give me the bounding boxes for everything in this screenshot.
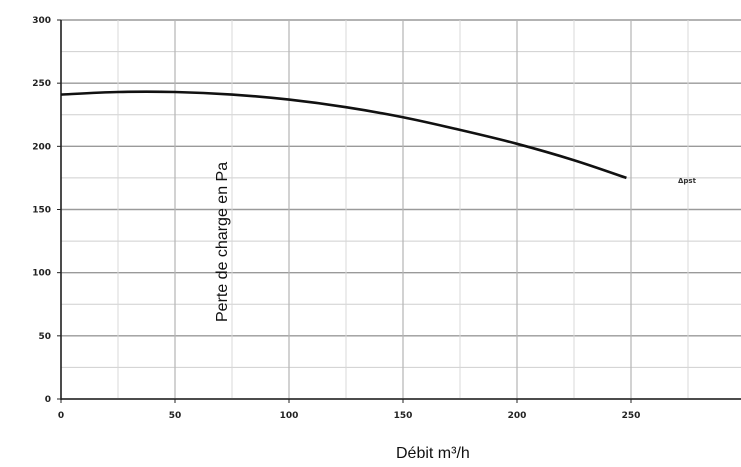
series-label: Δpst [678, 177, 697, 185]
y-tick-labels: 0 50 100 150 200 250 300 [32, 16, 51, 405]
y-tick-label: 50 [38, 332, 51, 342]
y-tick-label: 200 [32, 142, 51, 152]
x-tick-label: 150 [394, 411, 413, 421]
y-tick-label: 150 [32, 206, 51, 216]
y-tick-label: 100 [32, 269, 51, 279]
x-tick-label: 50 [169, 411, 182, 421]
y-tick-label: 0 [45, 395, 51, 405]
axes [57, 19, 741, 403]
grid [60, 19, 741, 400]
x-tick-label: 0 [58, 411, 64, 421]
x-tick-label: 100 [280, 411, 299, 421]
x-tick-label: 250 [622, 411, 641, 421]
y-axis-label: Perte de charge en Pa [214, 162, 231, 322]
y-tick-label: 300 [32, 16, 51, 26]
x-tick-label: 200 [508, 411, 527, 421]
series-line-dpst [60, 90, 627, 180]
x-axis-label: Débit m³/h [396, 445, 470, 462]
y-tick-label: 250 [32, 79, 51, 89]
